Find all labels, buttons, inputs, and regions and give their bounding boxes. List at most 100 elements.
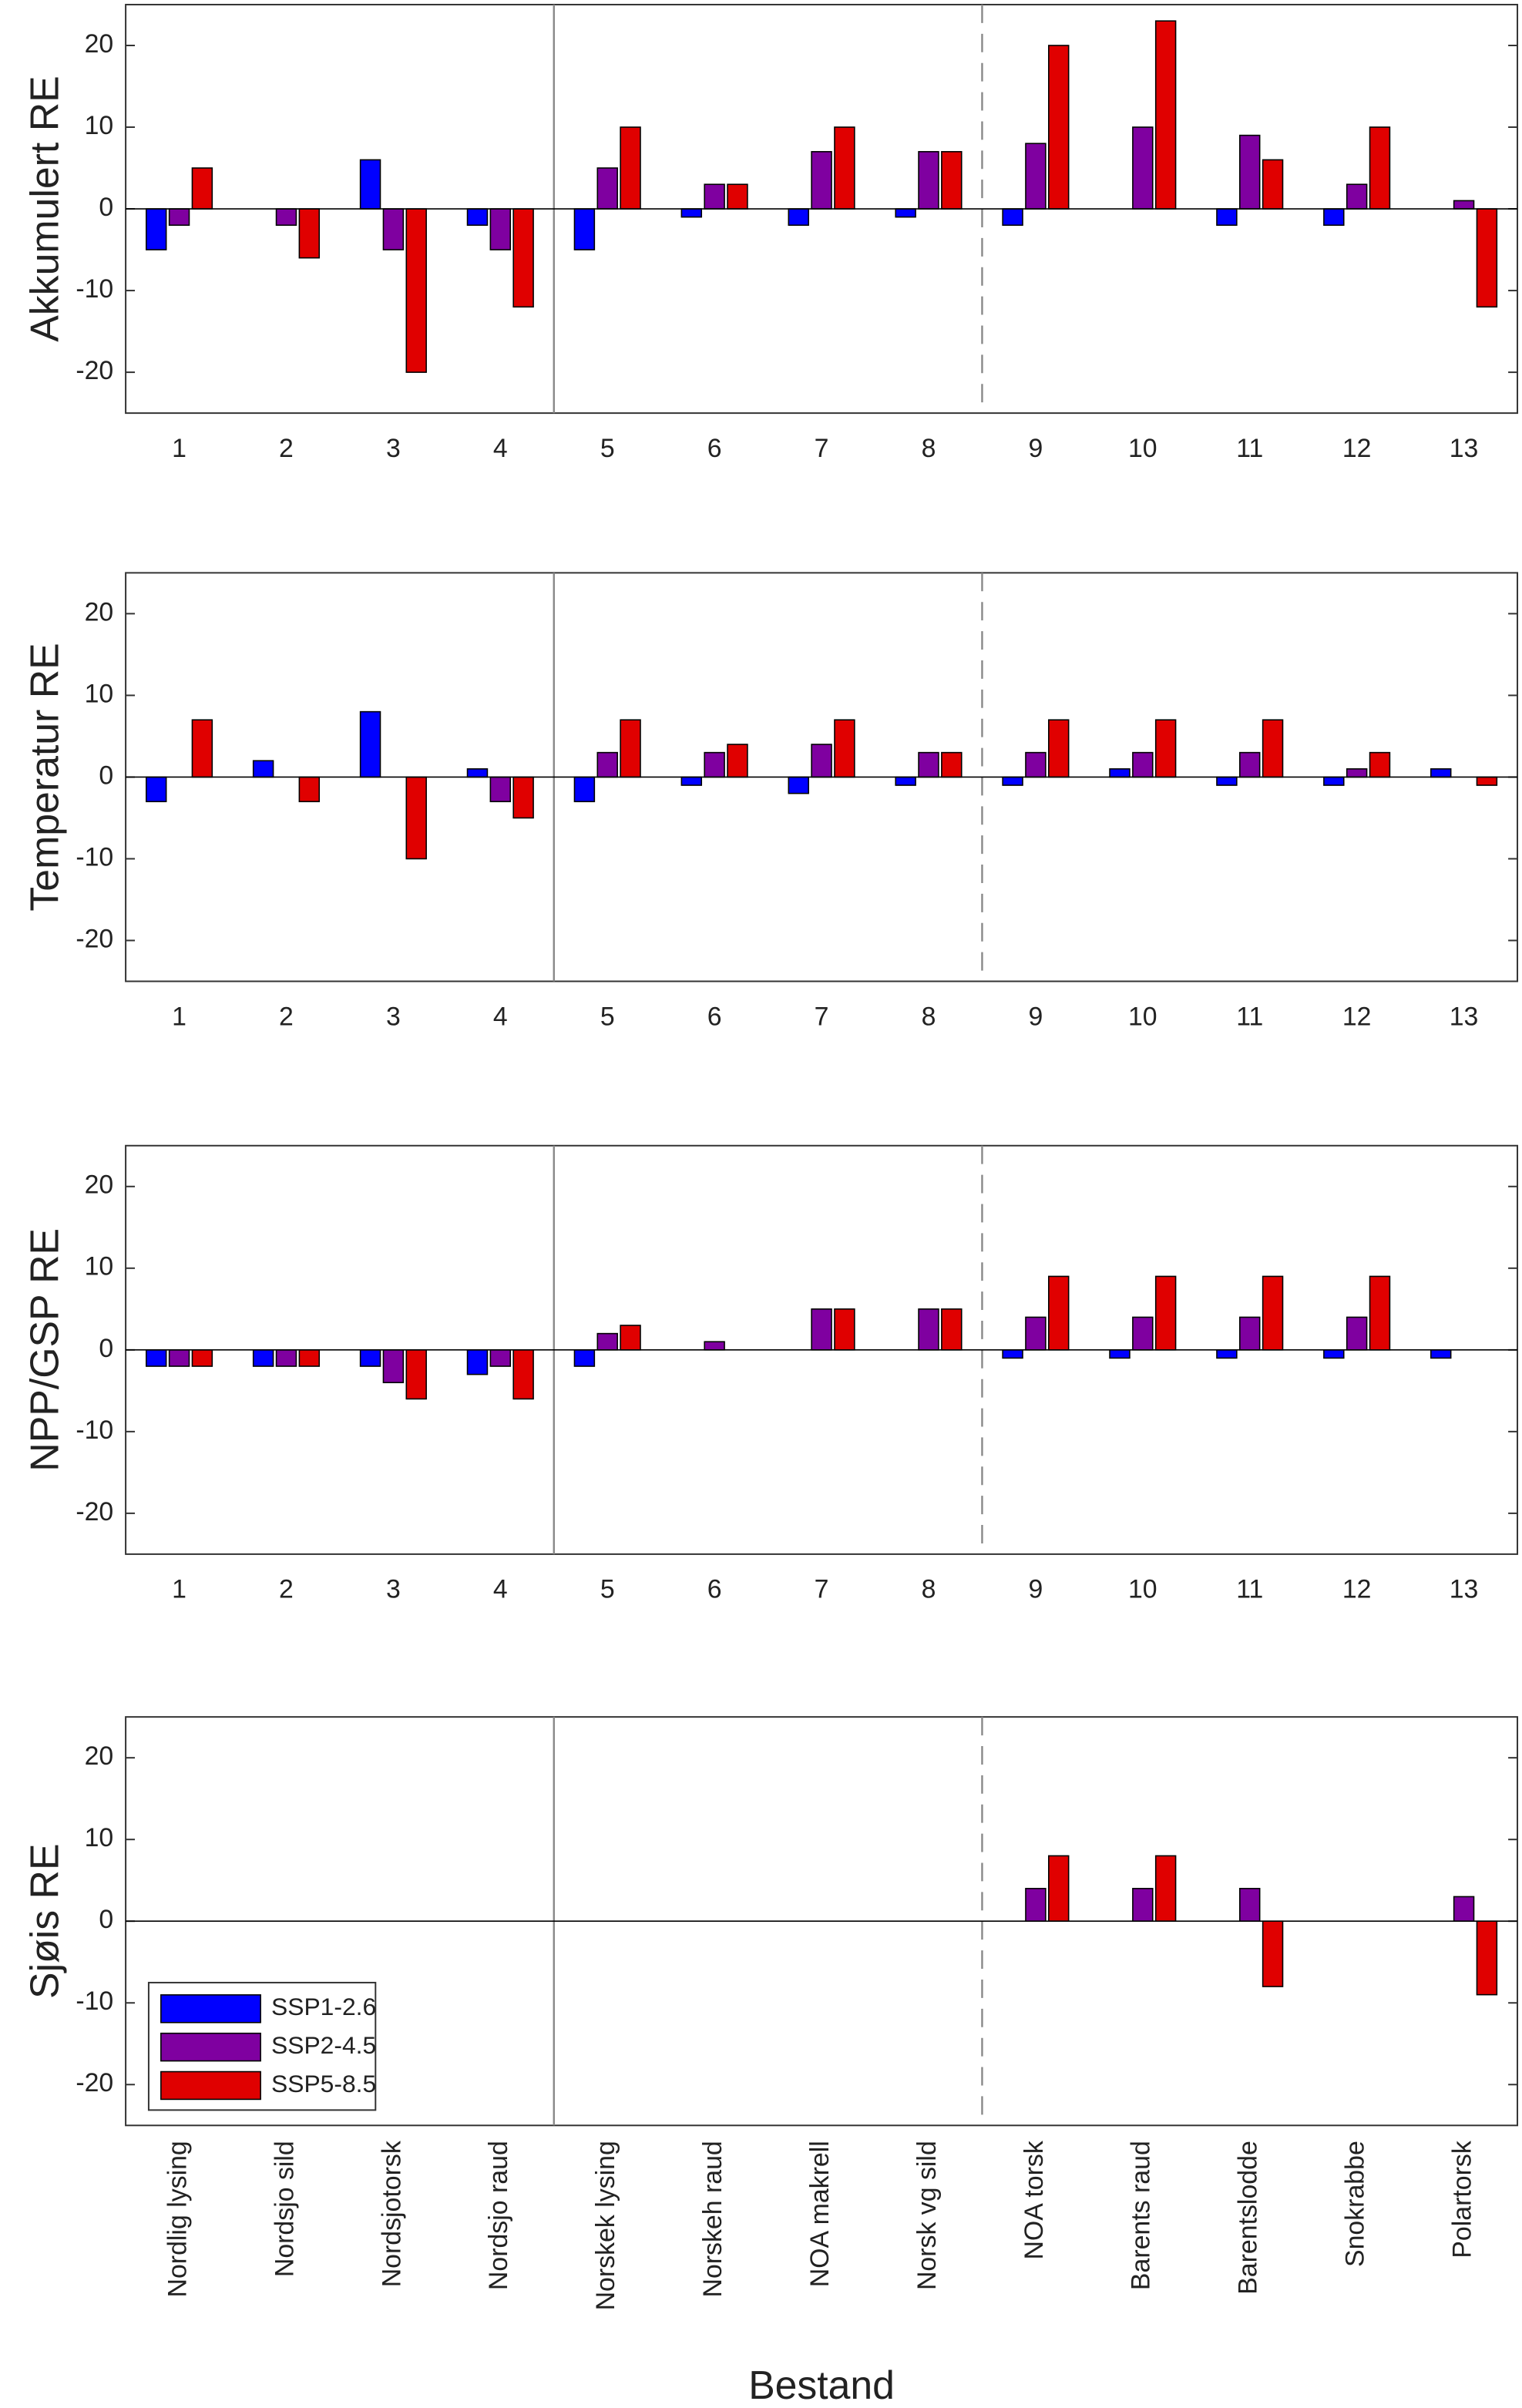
y-tick-label: 10 [85,1252,114,1281]
y-tick-label: 20 [85,29,114,59]
bar [405,1349,427,1400]
x-tick-label: 1 [172,1575,186,1604]
x-tick-label: 10 [1128,1575,1157,1604]
x-tick-label: 9 [1028,434,1043,463]
bar [298,1349,321,1367]
bar [834,126,855,210]
x-tick-label: Norsk vg sild [912,2141,942,2290]
legend-swatch [160,1994,261,2023]
bar [1323,208,1345,227]
bar [145,776,167,803]
x-tick-label: 10 [1128,434,1157,463]
bar [834,1308,855,1351]
bar [1002,776,1023,786]
bar [1239,1316,1261,1351]
x-tick-label: Norskek lysing [591,2141,620,2310]
bar [1048,719,1070,778]
legend-swatch [160,2070,261,2101]
bar [252,760,274,778]
bar [1239,751,1261,778]
y-tick-label: -10 [76,842,113,872]
bar [382,208,405,250]
x-tick-label: 4 [493,1002,508,1031]
bar [298,208,321,259]
y-axis-label: Akkumulert RE [22,76,67,341]
bar [1346,768,1368,778]
bar [1346,1316,1368,1351]
bar [1239,1888,1261,1923]
bar [1430,768,1452,778]
y-axis-label: NPP/GSP RE [22,1228,67,1472]
bar [191,167,213,210]
bar [1048,1275,1070,1351]
bar [1132,1888,1154,1923]
y-tick-label: -20 [76,2068,113,2097]
bar [1369,1275,1391,1351]
bar [466,1349,489,1375]
bar [1369,751,1391,778]
bar [1154,1855,1177,1923]
bar [1476,208,1498,308]
x-tick-label: 6 [707,1575,722,1604]
bar [895,776,916,786]
bar [895,208,916,218]
bar [1154,20,1177,210]
bar [275,208,297,227]
x-tick-label: 9 [1028,1002,1043,1031]
bar [1323,776,1345,786]
bar [1262,719,1284,778]
bar [620,719,641,778]
bar [1002,1349,1023,1359]
bar [1216,208,1238,227]
bar [811,1308,832,1351]
x-tick-label: 1 [172,434,186,463]
y-tick-label: 0 [99,1905,113,1934]
bar [1132,751,1154,778]
x-tick-label: NOA makrell [805,2141,835,2287]
x-tick-label: 5 [600,434,615,463]
y-tick-label: 10 [85,111,114,140]
bar [489,208,512,250]
x-tick-label: 13 [1450,1575,1479,1604]
bar [1239,134,1261,210]
x-axis-label: Bestand [748,2363,895,2407]
x-tick-label: 5 [600,1002,615,1031]
bar [1109,768,1131,778]
x-tick-label: 7 [815,1002,829,1031]
y-tick-label: -10 [76,274,113,304]
bar [512,776,534,819]
x-tick-label: Nordlig lysing [163,2141,193,2297]
legend-swatch [160,2032,261,2062]
y-tick-label: -20 [76,1497,113,1526]
bar [275,1349,297,1367]
bar [1132,126,1154,210]
x-tick-label: 6 [707,1002,722,1031]
bar [1453,200,1475,210]
x-tick-label: 7 [815,1575,829,1604]
bar [680,208,703,218]
bar [727,744,748,778]
bar [573,776,596,803]
x-tick-label: 12 [1342,1575,1372,1604]
y-tick-label: -10 [76,1416,113,1445]
y-axis-label: Temperatur RE [22,643,67,911]
bar [573,208,596,250]
bar [788,208,809,227]
bar [941,1308,963,1351]
bar [168,1349,190,1367]
bar [489,1349,512,1367]
bar [1262,1275,1284,1351]
bar [382,1349,405,1384]
y-tick-label: -10 [76,1987,113,2016]
bar [466,208,489,227]
bar [1132,1316,1154,1351]
bar [1430,1349,1452,1359]
bar [1323,1349,1345,1359]
bar [680,776,703,786]
x-tick-label: 13 [1450,434,1479,463]
bar [704,183,725,210]
x-tick-label: 2 [279,434,294,463]
y-tick-label: 10 [85,1823,114,1852]
x-tick-label: Nordsjo sild [270,2141,299,2277]
y-tick-label: -20 [76,356,113,385]
